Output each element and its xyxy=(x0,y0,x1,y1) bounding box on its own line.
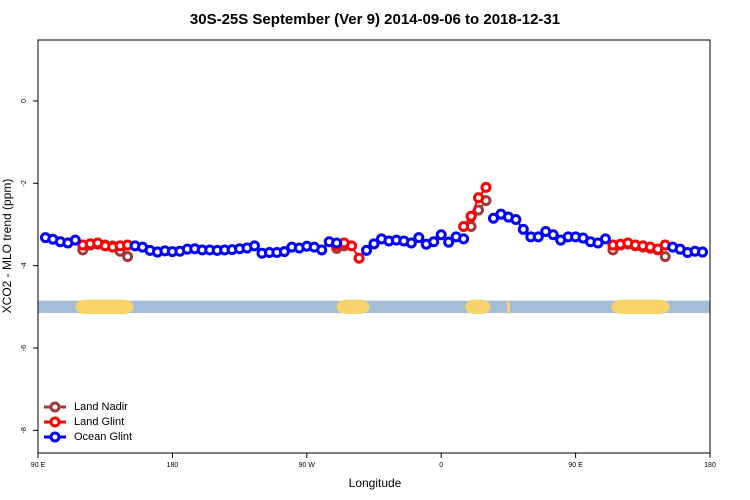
x-tick-label: 90 W xyxy=(299,462,316,469)
point xyxy=(697,246,709,258)
y-axis-label: XCO2 - MLO trend (ppm) xyxy=(0,179,14,314)
legend-label: Land Nadir xyxy=(74,401,128,413)
legend-label: Land Glint xyxy=(74,416,124,428)
ocean-band xyxy=(38,300,710,313)
point xyxy=(659,251,671,263)
point xyxy=(473,192,485,204)
point xyxy=(316,244,328,256)
land-segment xyxy=(336,299,370,314)
point xyxy=(480,181,492,193)
point xyxy=(443,236,455,248)
point xyxy=(510,214,522,226)
plot-frame xyxy=(37,39,711,454)
point xyxy=(458,233,470,245)
x-tick-label: 90 E xyxy=(568,462,583,469)
point xyxy=(361,244,373,256)
point xyxy=(278,246,290,258)
point xyxy=(69,234,81,246)
point xyxy=(599,233,611,245)
land-segment xyxy=(75,299,134,314)
legend-marker xyxy=(49,416,61,428)
legend-marker xyxy=(49,401,61,413)
x-tick-label: 0 xyxy=(439,462,443,469)
x-tick-label: 180 xyxy=(704,462,716,469)
chart-title: 30S-25S September (Ver 9) 2014-09-06 to … xyxy=(190,11,560,28)
land-segment xyxy=(506,299,510,314)
land-segment xyxy=(465,299,491,314)
point xyxy=(428,236,440,248)
y-tick-label: -4 xyxy=(21,262,28,268)
point xyxy=(532,231,544,243)
land-segment xyxy=(611,299,670,314)
y-tick-label: 0 xyxy=(21,99,28,103)
point xyxy=(353,252,365,264)
x-tick-label: 180 xyxy=(167,462,179,469)
point xyxy=(435,229,447,241)
point xyxy=(405,237,417,249)
point xyxy=(122,251,134,263)
y-tick-label: -2 xyxy=(21,180,28,186)
point xyxy=(547,229,559,241)
x-axis-label: Longitude xyxy=(349,476,402,490)
point xyxy=(249,240,261,252)
legend-marker xyxy=(49,431,61,443)
y-tick-label: -6 xyxy=(21,345,28,351)
point xyxy=(368,238,380,250)
point xyxy=(331,237,343,249)
point xyxy=(346,240,358,252)
x-tick-label: 90 E xyxy=(31,462,46,469)
y-tick-label: -8 xyxy=(21,427,28,433)
point xyxy=(413,232,425,244)
point xyxy=(465,210,477,222)
point xyxy=(517,223,529,235)
point xyxy=(458,221,470,233)
legend-label: Ocean Glint xyxy=(74,431,132,443)
